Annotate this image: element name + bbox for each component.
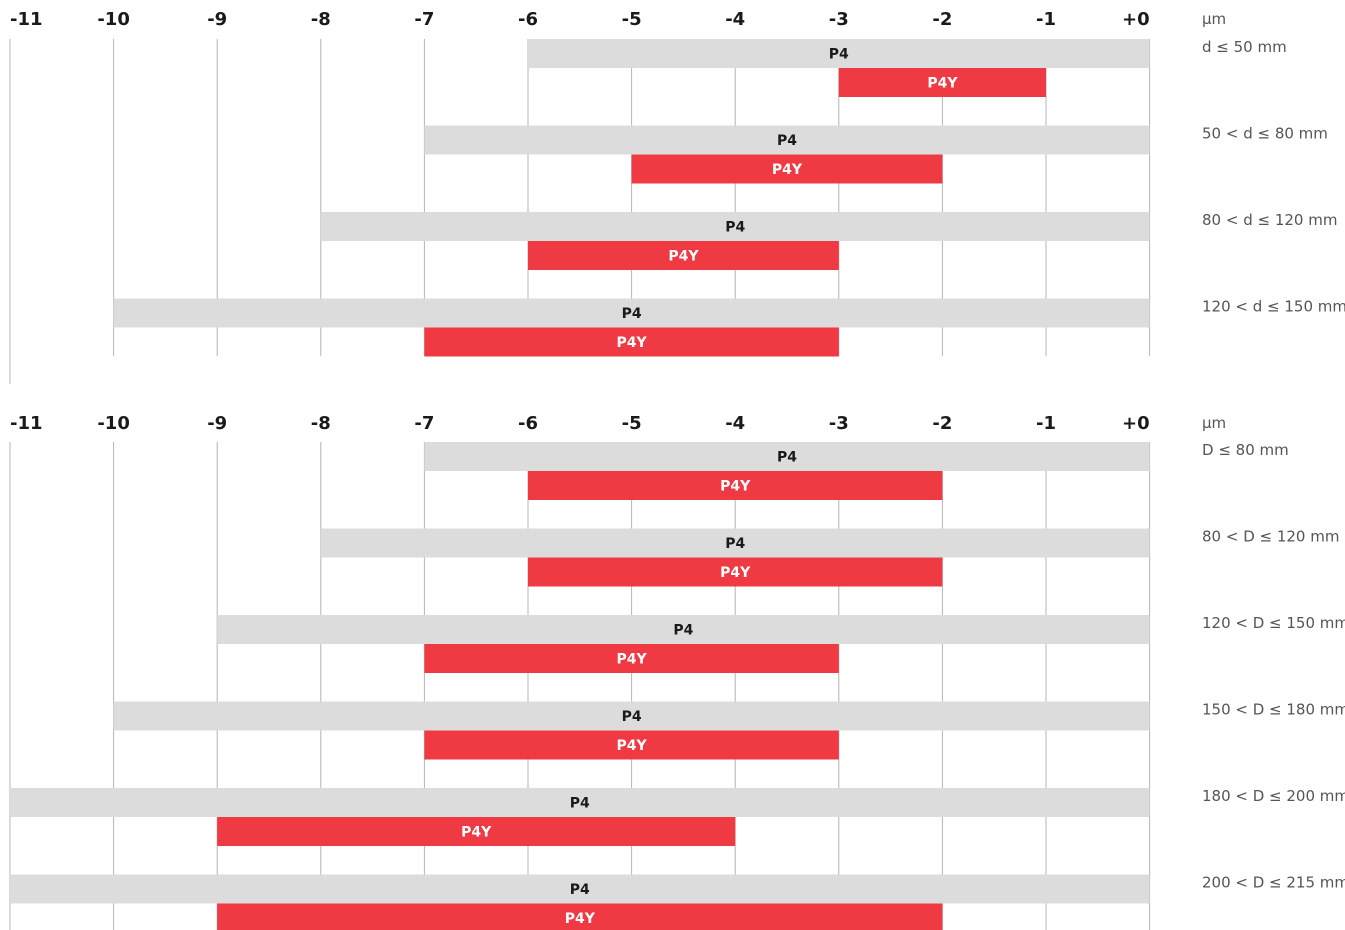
p4y-bar-label: P4Y (720, 565, 751, 581)
x-tick-label: -1 (1036, 9, 1056, 30)
p4y-bar-label: P4Y (461, 825, 492, 841)
grid-lines (9, 442, 1151, 930)
p4y-bar-label: P4Y (927, 76, 958, 92)
p4-bar (113, 701, 1150, 731)
p4y-bar-label: P4Y (720, 479, 751, 495)
chart-panel-1: -11 -10 -9 -8 -7 -6 -5 -4 -3 -2 -1 +0 µm P4 P4Y d ≤ 50 … (9, 9, 1345, 384)
unit-label: µm (1202, 10, 1226, 28)
p4y-bar (631, 154, 943, 184)
p4y-bar (424, 327, 839, 357)
row-range-label: 200 < D ≤ 215 mm (1202, 874, 1345, 892)
tolerance-row: P4 P4Y 120 < D ≤ 150 mm (217, 614, 1345, 673)
x-tick-label: -3 (829, 9, 849, 30)
p4-bar-label: P4 (570, 796, 590, 812)
p4-bar-label: P4 (570, 882, 590, 898)
p4y-bar (838, 68, 1046, 97)
row-range-label: d ≤ 50 mm (1202, 38, 1287, 56)
x-tick-label: +0 (1122, 9, 1150, 30)
x-tick-label: -10 (97, 413, 130, 434)
x-tick-label: -4 (725, 9, 745, 30)
unit-label: µm (1202, 414, 1226, 432)
p4-bar-label: P4 (622, 709, 642, 725)
x-tick-label: -4 (725, 413, 745, 434)
p4-bar (113, 298, 1150, 328)
x-tick-label: -6 (518, 413, 538, 434)
p4y-bar-label: P4Y (617, 652, 648, 668)
row-range-label: 80 < D ≤ 120 mm (1202, 528, 1339, 546)
x-tick-label: -2 (932, 413, 952, 434)
row-range-label: 120 < D ≤ 150 mm (1202, 614, 1345, 632)
p4y-bar (217, 903, 943, 930)
row-range-label: 180 < D ≤ 200 mm (1202, 787, 1345, 805)
p4y-bar-label: P4Y (668, 249, 699, 265)
p4y-bar (528, 557, 943, 587)
tolerance-row: P4 P4Y 150 < D ≤ 180 mm (113, 701, 1345, 760)
x-tick-label: -3 (829, 413, 849, 434)
x-tick-label: -5 (622, 9, 642, 30)
x-tick-label: -7 (414, 9, 434, 30)
p4-bar-label: P4 (622, 306, 642, 322)
p4-bar (10, 788, 1150, 817)
tolerance-row: P4 P4Y 200 < D ≤ 215 mm (10, 874, 1345, 930)
p4y-bar-label: P4Y (772, 162, 803, 178)
p4y-bar (528, 241, 839, 270)
x-tick-label: -6 (518, 9, 538, 30)
tolerance-row: P4 P4Y 50 < d ≤ 80 mm (424, 125, 1328, 184)
row-range-label: 50 < d ≤ 80 mm (1202, 125, 1328, 143)
x-tick-label: -7 (414, 413, 434, 434)
x-tick-label: -11 (10, 9, 43, 30)
x-tick-label: -9 (207, 413, 227, 434)
p4-bar-label: P4 (829, 47, 849, 63)
chart-panel-2: -11 -10 -9 -8 -7 -6 -5 -4 -3 -2 -1 +0 µm P4 P4Y D ≤ 80 … (9, 413, 1345, 930)
x-axis-tick-labels: -11 -10 -9 -8 -7 -6 -5 -4 -3 -2 -1 +0 (10, 413, 1150, 434)
x-tick-label: -8 (311, 413, 331, 434)
p4-bar (424, 125, 1150, 155)
p4-bar (528, 39, 1150, 68)
p4y-bar (424, 730, 839, 760)
p4y-bar-label: P4Y (617, 738, 648, 754)
tolerance-row: P4 P4Y d ≤ 50 mm (528, 38, 1287, 97)
p4-bar (320, 212, 1150, 241)
x-tick-label: -11 (10, 413, 43, 434)
tolerance-row: P4 P4Y 80 < d ≤ 120 mm (320, 211, 1337, 270)
p4-bar-label: P4 (725, 220, 745, 236)
x-tick-label: -10 (97, 9, 130, 30)
tolerance-row: P4 P4Y 80 < D ≤ 120 mm (320, 528, 1339, 587)
p4-bar-label: P4 (777, 133, 797, 149)
x-tick-label: -1 (1036, 413, 1056, 434)
row-range-label: 120 < d ≤ 150 mm (1202, 298, 1345, 316)
row-range-label: D ≤ 80 mm (1202, 441, 1289, 459)
x-tick-label: -2 (932, 9, 952, 30)
p4y-bar (424, 644, 839, 673)
row-range-label: 80 < d ≤ 120 mm (1202, 211, 1337, 229)
p4-bar-label: P4 (725, 536, 745, 552)
x-tick-label: -5 (622, 413, 642, 434)
p4-bar (217, 615, 1150, 644)
p4-bar (10, 874, 1150, 904)
tolerance-row: P4 P4Y 180 < D ≤ 200 mm (10, 787, 1345, 846)
tolerance-row: P4 P4Y D ≤ 80 mm (424, 441, 1289, 500)
tolerance-row: P4 P4Y 120 < d ≤ 150 mm (113, 298, 1345, 357)
x-axis-tick-labels: -11 -10 -9 -8 -7 -6 -5 -4 -3 -2 -1 +0 (10, 9, 1150, 30)
p4-bar (320, 528, 1150, 558)
x-tick-label: -8 (311, 9, 331, 30)
p4y-bar (217, 817, 736, 846)
x-tick-label: -9 (207, 9, 227, 30)
p4y-bar-label: P4Y (565, 911, 596, 927)
row-range-label: 150 < D ≤ 180 mm (1202, 701, 1345, 719)
x-tick-label: +0 (1122, 413, 1150, 434)
p4y-bar-label: P4Y (617, 335, 648, 351)
p4-bar (424, 442, 1150, 471)
p4-bar-label: P4 (777, 450, 797, 466)
p4-bar-label: P4 (673, 623, 693, 639)
p4y-bar (528, 471, 943, 500)
